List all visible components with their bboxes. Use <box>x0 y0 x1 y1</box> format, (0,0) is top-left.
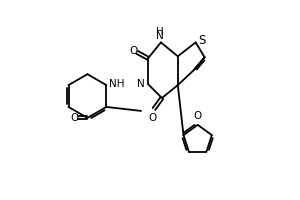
Text: O: O <box>70 113 79 123</box>
Text: N: N <box>137 79 144 89</box>
Text: O: O <box>149 113 157 123</box>
Text: O: O <box>194 111 202 121</box>
Text: NH: NH <box>109 79 124 89</box>
Text: N: N <box>156 31 164 41</box>
Text: H: H <box>156 27 164 37</box>
Text: S: S <box>199 34 206 47</box>
Text: O: O <box>130 46 138 56</box>
